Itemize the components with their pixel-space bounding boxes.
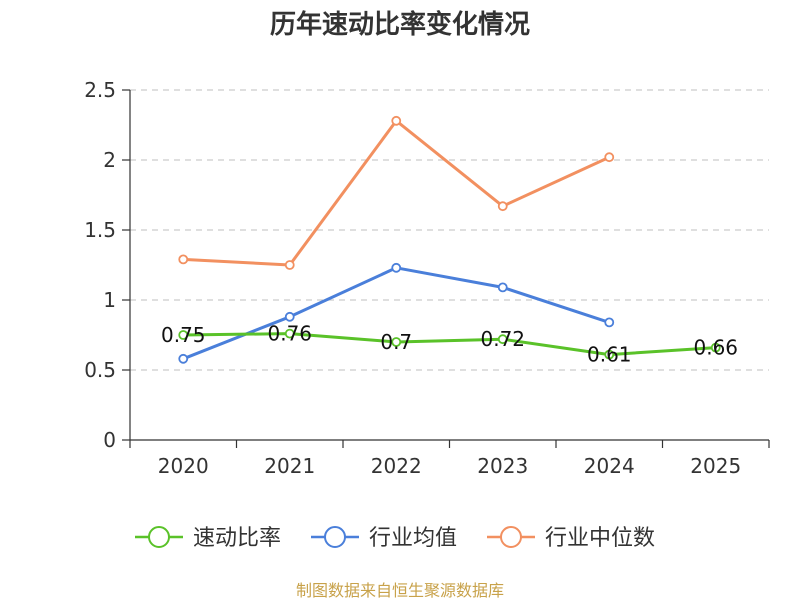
data-label: 0.7 (380, 330, 412, 354)
data-label: 0.66 (693, 336, 738, 360)
axes: 0 0.5 1 1.5 2 2.5 2020 2021 2022 2023 2024 2025 (84, 78, 770, 478)
y-tick-label: 1.5 (84, 218, 116, 242)
series-line (183, 332, 716, 357)
x-tick-label: 2020 (158, 454, 209, 478)
data-point (178, 254, 189, 265)
x-tick-label: 2025 (690, 454, 741, 478)
data-point (178, 330, 189, 340)
legend[interactable]: 速动比率 行业均值 行业中位数 (135, 526, 655, 551)
series-lines (178, 115, 721, 364)
legend-item[interactable]: 行业均值 (311, 526, 457, 551)
x-tick-label: 2022 (371, 454, 422, 478)
chart-title: 历年速动比率变化情况 (270, 9, 530, 40)
x-tick-label: 2024 (584, 454, 635, 478)
legend-item[interactable]: 速动比率 (135, 526, 281, 551)
data-point (604, 349, 615, 360)
data-point (497, 282, 508, 293)
y-tick-label: 0.5 (84, 358, 116, 382)
data-point (604, 152, 615, 163)
data-point (284, 328, 295, 339)
data-labels: 0.75 0.76 0.7 0.72 0.61 0.66 (161, 322, 738, 367)
data-label: 0.76 (267, 322, 312, 346)
x-tick-label: 2021 (264, 454, 315, 478)
data-point (284, 260, 295, 270)
data-point (178, 353, 189, 364)
y-tick-label: 0 (103, 428, 116, 452)
legend-item[interactable]: 行业中位数 (487, 526, 655, 551)
data-point (391, 115, 402, 126)
y-tick-label: 2.5 (84, 78, 116, 102)
data-label: 0.61 (587, 343, 632, 367)
source-note: 制图数据来自恒生聚源数据库 (296, 581, 504, 600)
y-tick-label: 2 (103, 148, 116, 172)
data-label: 0.75 (161, 323, 206, 347)
data-point (497, 201, 508, 212)
legend-marker (500, 526, 522, 548)
legend-label: 行业均值 (369, 526, 457, 551)
data-point (284, 311, 295, 322)
y-tick-label: 1 (103, 288, 116, 312)
data-point (710, 342, 721, 353)
data-point (497, 334, 508, 345)
data-point (391, 337, 402, 347)
legend-marker (324, 526, 346, 548)
data-point (391, 262, 402, 273)
grid-lines (130, 89, 769, 371)
legend-marker (148, 526, 170, 548)
series-line (183, 119, 610, 267)
x-tick-label: 2023 (477, 454, 528, 478)
legend-label: 速动比率 (193, 526, 281, 551)
data-point (604, 317, 615, 328)
legend-label: 行业中位数 (545, 526, 655, 551)
data-label: 0.72 (480, 327, 525, 351)
